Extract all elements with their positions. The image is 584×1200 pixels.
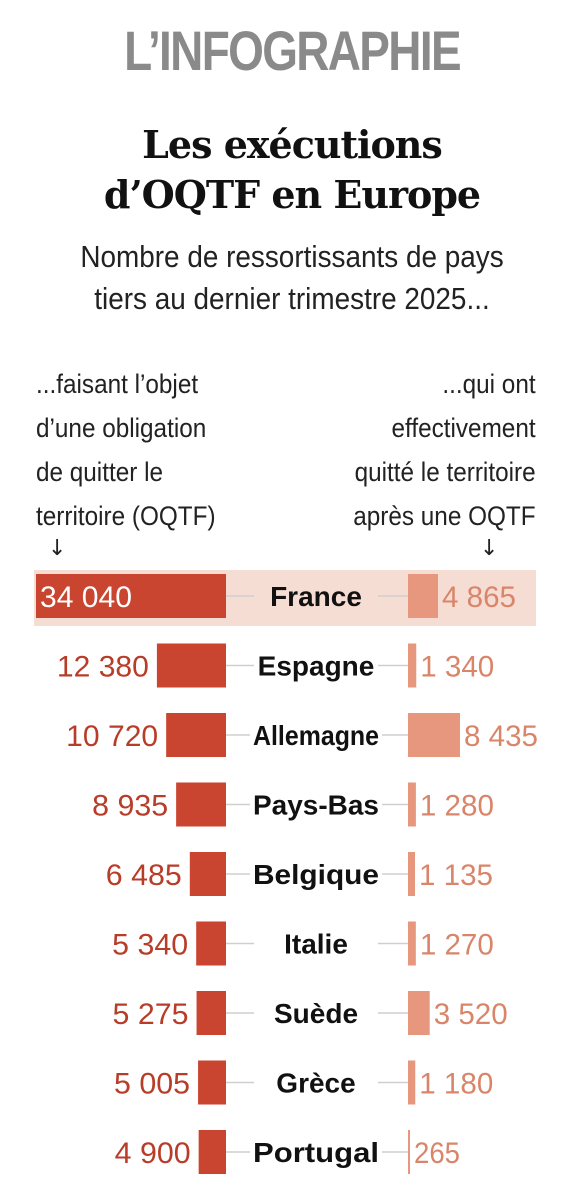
left-bar-belgique xyxy=(189,852,226,896)
title-line-2: d’OQTF en Europe xyxy=(103,172,481,217)
left-down-arrow-icon: ↓ xyxy=(48,536,67,561)
left-bar-france xyxy=(36,574,226,618)
category-bg-france xyxy=(254,578,378,614)
left-bar-italie xyxy=(196,921,226,966)
left-value-portugal: 4 900 xyxy=(115,1137,191,1170)
left-value-espagne: 12 380 xyxy=(57,651,149,684)
right-bar-pays-bas xyxy=(408,782,416,827)
category-label-italie: Italie xyxy=(284,929,348,960)
category-label-portugal: Portugal xyxy=(253,1137,379,1168)
left-header-line-2: d’une obligation xyxy=(36,413,207,443)
right-value-italie: 1 270 xyxy=(420,929,494,962)
right-bar-france xyxy=(408,574,438,618)
left-value-belgique: 6 485 xyxy=(106,859,182,892)
left-column-header: ...faisant l’objet d’une obligation de q… xyxy=(36,362,216,538)
right-value-su-de: 3 520 xyxy=(434,998,508,1031)
category-label-gr-ce: Grèce xyxy=(276,1068,355,1099)
category-bg-allemagne xyxy=(250,717,382,753)
right-value-allemagne: 8 435 xyxy=(464,720,538,753)
category-bg-gr-ce xyxy=(254,1064,378,1101)
left-header-line-4: territoire (OQTF) xyxy=(36,501,216,531)
left-header-line-3: de quitter le xyxy=(36,457,163,487)
page-title: Les exécutions d’OQTF en Europe xyxy=(0,120,584,220)
right-bar-su-de xyxy=(408,991,430,1035)
right-header-line-2: effectivement xyxy=(391,413,536,443)
category-label-pays-bas: Pays-Bas xyxy=(253,790,379,821)
subtitle: Nombre de ressortissants de pays tiers a… xyxy=(29,236,555,320)
left-value-pays-bas: 8 935 xyxy=(92,790,168,823)
category-label-allemagne: Allemagne xyxy=(253,720,379,751)
left-bar-su-de xyxy=(196,991,226,1035)
left-value-france: 34 040 xyxy=(40,581,132,614)
subtitle-line-1: Nombre de ressortissants de pays xyxy=(80,239,504,274)
category-label-france: France xyxy=(270,581,362,612)
right-header-line-4: après une OQTF xyxy=(353,501,536,531)
right-bar-allemagne xyxy=(408,713,460,757)
category-label-belgique: Belgique xyxy=(253,859,379,890)
right-header-line-1: ...qui ont xyxy=(442,369,536,399)
right-bar-portugal xyxy=(408,1130,410,1174)
butterfly-bar-chart: 34 040 France 4 865 12 380 Espagne 1 340 10 72… xyxy=(34,570,538,1174)
right-bar-espagne xyxy=(408,643,417,688)
right-value-portugal: 265 xyxy=(414,1137,460,1170)
left-value-gr-ce: 5 005 xyxy=(114,1068,190,1101)
category-bg-portugal xyxy=(250,1134,382,1170)
category-bg-su-de xyxy=(254,995,378,1031)
left-value-italie: 5 340 xyxy=(112,929,188,962)
right-header-line-3: quitté le territoire xyxy=(355,457,536,487)
left-bar-pays-bas xyxy=(176,782,226,827)
subtitle-line-2: tiers au dernier trimestre 2025... xyxy=(94,281,490,316)
left-bar-allemagne xyxy=(166,713,226,757)
category-bg-pays-bas xyxy=(250,786,382,823)
right-down-arrow-icon: ↓ xyxy=(480,536,499,561)
right-bar-italie xyxy=(408,921,416,966)
category-bg-espagne xyxy=(254,647,378,684)
left-bar-espagne xyxy=(156,643,226,688)
right-bar-belgique xyxy=(408,852,415,896)
title-line-1: Les exécutions xyxy=(142,122,443,167)
right-value-pays-bas: 1 280 xyxy=(420,790,494,823)
right-value-espagne: 1 340 xyxy=(420,651,494,684)
left-value-su-de: 5 275 xyxy=(113,998,189,1031)
right-value-france: 4 865 xyxy=(442,581,516,614)
kicker: L’INFOGRAPHIE xyxy=(124,19,462,82)
right-column-header: ...qui ont effectivement quitté le terri… xyxy=(354,362,536,538)
right-value-gr-ce: 1 180 xyxy=(419,1068,493,1101)
right-bar-gr-ce xyxy=(408,1060,416,1105)
left-value-allemagne: 10 720 xyxy=(66,720,158,753)
category-label-espagne: Espagne xyxy=(258,651,375,682)
category-label-su-de: Suède xyxy=(274,998,358,1029)
left-bar-gr-ce xyxy=(198,1060,226,1105)
category-bg-italie xyxy=(254,925,378,962)
category-bg-belgique xyxy=(250,856,382,892)
left-bar-portugal xyxy=(198,1130,226,1174)
left-header-line-1: ...faisant l’objet xyxy=(36,369,199,399)
right-value-belgique: 1 135 xyxy=(419,859,493,892)
